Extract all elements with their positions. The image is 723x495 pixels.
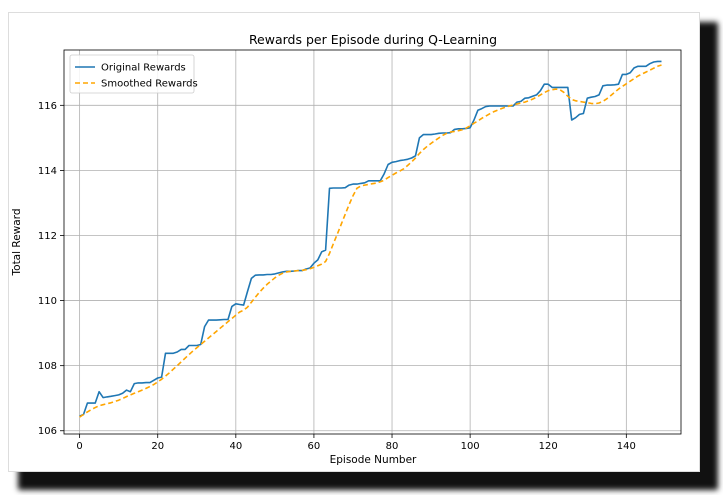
y-tick-label: 106 — [38, 426, 57, 437]
x-tick-label: 80 — [386, 441, 399, 452]
line-chart: Rewards per Episode during Q-Learning 0 2… — [11, 32, 682, 466]
y-axis: 106 108 110 112 114 116 — [38, 101, 64, 437]
x-tick-label: 60 — [308, 441, 321, 452]
x-axis-label: Episode Number — [330, 454, 417, 466]
legend-label: Smoothed Rewards — [101, 79, 198, 90]
chart-card: Rewards per Episode during Q-Learning 0 2… — [8, 12, 700, 472]
chart-title: Rewards per Episode during Q-Learning — [249, 32, 497, 47]
y-tick-label: 116 — [38, 101, 57, 112]
x-tick-label: 120 — [539, 441, 558, 452]
y-tick-label: 112 — [38, 231, 57, 242]
plot-frame — [63, 49, 682, 435]
x-tick-label: 0 — [76, 441, 82, 452]
x-axis: 0 20 40 60 80 100 120 140 — [76, 434, 636, 452]
legend: Original Rewards Smoothed Rewards — [69, 54, 198, 94]
y-tick-label: 110 — [38, 296, 57, 307]
y-tick-label: 114 — [38, 166, 57, 177]
y-tick-label: 108 — [38, 361, 57, 372]
legend-label: Original Rewards — [101, 63, 186, 74]
x-tick-label: 20 — [151, 441, 164, 452]
grid-lines — [64, 50, 681, 434]
series-line-original — [79, 60, 662, 417]
legend-box — [69, 54, 195, 94]
plot-area — [64, 50, 681, 434]
x-tick-label: 40 — [229, 441, 242, 452]
y-axis-label: Total Reward — [11, 209, 23, 277]
x-tick-label: 140 — [617, 441, 636, 452]
series-layer — [79, 60, 662, 418]
x-tick-label: 100 — [461, 441, 480, 452]
